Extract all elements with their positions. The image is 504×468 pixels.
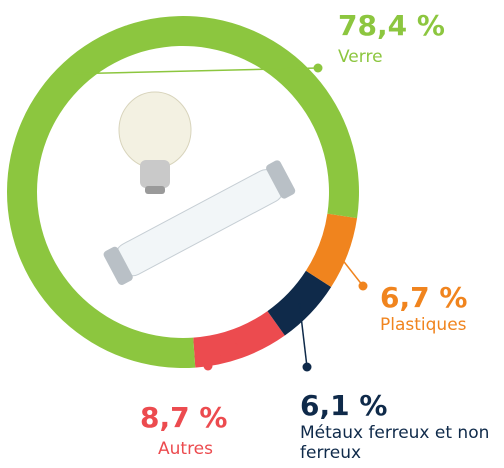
page: (() => { const data = JSON.parse(documen… bbox=[0, 0, 504, 468]
lamp-illustration bbox=[102, 92, 296, 286]
value-label: 6,1 % bbox=[300, 390, 500, 422]
category-label: Métaux ferreux et non ferreux bbox=[300, 424, 500, 463]
category-label: Autres bbox=[158, 440, 258, 460]
donut-segment bbox=[193, 311, 285, 367]
value-label: 6,7 % bbox=[380, 282, 500, 314]
callout-dot bbox=[359, 282, 368, 291]
callout-dot bbox=[204, 362, 213, 371]
value-label: 8,7 % bbox=[140, 402, 240, 434]
value-label: 78,4 % bbox=[338, 10, 488, 42]
callout-dot bbox=[303, 363, 312, 372]
category-label: Verre bbox=[338, 48, 488, 68]
category-label: Plastiques bbox=[380, 316, 500, 336]
callout-dot bbox=[314, 64, 323, 73]
